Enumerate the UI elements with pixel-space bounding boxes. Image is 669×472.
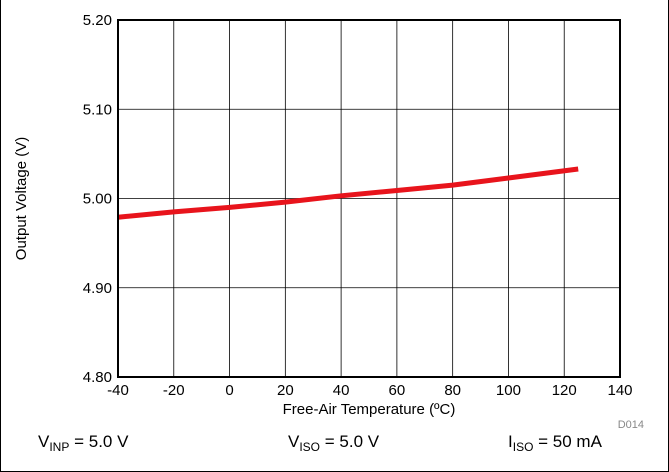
x-tick-label: 20 [277,382,294,399]
x-tick-label: 60 [389,382,406,399]
y-tick-label: 5.00 [83,191,112,208]
condition-iiso-subscript: ISO [512,440,534,454]
y-tick-label: 5.20 [83,12,112,29]
condition-vinp-subscript: INP [49,440,70,454]
x-tick-label: -40 [107,382,129,399]
x-tick-label: 0 [225,382,233,399]
grid-lines [117,19,621,378]
y-tick-label: 5.10 [83,101,112,118]
series-layer [117,166,579,220]
x-tick-labels: -40 -20 0 20 40 60 80 100 120 140 [107,382,632,399]
x-tick-label: 140 [607,382,632,399]
y-tick-labels: 4.80 4.90 5.00 5.10 5.20 [83,12,112,386]
condition-viso: VISO = 5.0 V [288,432,379,454]
condition-viso-subscript: ISO [299,440,321,454]
test-conditions: VINP = 5.0 V VISO = 5.0 V IISO = 50 mA [0,432,669,462]
condition-vinp: VINP = 5.0 V [38,432,128,454]
x-tick-label: 120 [552,382,577,399]
condition-iiso: IISO = 50 mA [508,432,602,454]
x-tick-label: -20 [163,382,185,399]
x-tick-label: 100 [496,382,521,399]
condition-iiso-symbol: I [508,432,513,451]
y-tick-label: 4.80 [83,369,112,386]
x-axis-title: Free-Air Temperature (ºC) [283,401,456,418]
plot-area-border [117,19,621,378]
y-tick-label: 4.90 [83,280,112,297]
condition-iiso-value: = 50 mA [533,432,602,451]
condition-vinp-value: = 5.0 V [69,432,129,451]
x-tick-label: 40 [333,382,350,399]
output-voltage-chart: -40 -20 0 20 40 60 80 100 120 140 4.80 4.90 5.00 5.1… [13,12,644,431]
y-axis-title: Output Voltage (V) [13,137,30,260]
x-tick-label: 80 [444,382,461,399]
condition-vinp-symbol: V [38,432,50,451]
series-line [117,166,579,220]
condition-viso-symbol: V [288,432,300,451]
condition-viso-value: = 5.0 V [320,432,380,451]
figure-id: D014 [618,419,644,431]
